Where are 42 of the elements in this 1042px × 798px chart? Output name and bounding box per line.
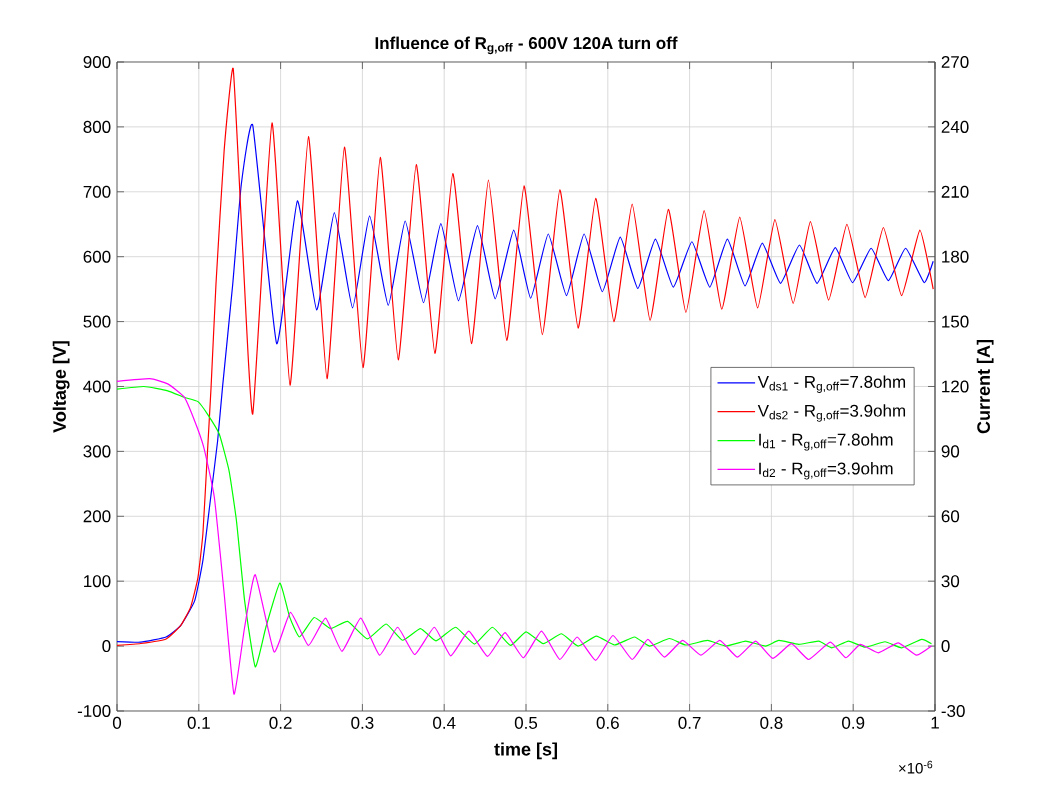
x-tick-label: 0.4 <box>433 716 456 729</box>
x-tick-label: 0.9 <box>842 716 865 729</box>
y-tick-label: 500 <box>83 315 111 328</box>
y2-tick-label: 150 <box>942 315 969 328</box>
y-tick-label: 400 <box>83 380 111 393</box>
y-tick-label: 700 <box>83 185 111 198</box>
y2-tick-label: 30 <box>941 575 960 588</box>
x-tick-label: 0.6 <box>596 716 619 729</box>
y2-tick-label: 270 <box>941 55 969 69</box>
y2-axis-title: Current [A] <box>976 340 994 434</box>
x-tick-label: 0.1 <box>187 716 210 729</box>
y-tick-label: 900 <box>83 55 111 69</box>
y-tick-label: -100 <box>77 704 111 718</box>
y2-tick-label: 60 <box>941 510 960 523</box>
y2-tick-label: 0 <box>941 640 950 653</box>
x-tick-label: 1 <box>931 716 939 729</box>
y2-tick-label: -30 <box>941 704 965 718</box>
x-tick-label: 0.8 <box>760 716 783 729</box>
legend-label: I$_{d1}$ - R$_{g,off}$=7.8ohm <box>759 433 893 451</box>
legend-label: V$_{ds1}$ - R$_{g,off}$=7.8ohm <box>757 375 906 393</box>
x-axis-title: time [s] <box>494 742 557 760</box>
y-tick-label: 300 <box>83 445 111 458</box>
x-tick-label: 0.7 <box>678 716 701 729</box>
y2-tick-label: 240 <box>941 120 969 133</box>
y-tick-label: 800 <box>83 120 111 133</box>
y2-tick-label: 210 <box>941 185 969 198</box>
y-axis-title: Voltage [V] <box>52 341 70 433</box>
y2-tick-label: 120 <box>942 380 969 393</box>
chart-title: Influence of R$_{g,off}$ - 600V 120A turn off <box>375 36 678 55</box>
text: ×10$^{-6}$ <box>898 760 933 774</box>
x-tick-label: 0.2 <box>269 716 292 729</box>
y-tick-label: 100 <box>84 575 111 588</box>
y2-tick-label: 180 <box>942 250 969 263</box>
legend-label: I$_{d2}$ - R$_{g,off}$=3.9ohm <box>759 462 893 480</box>
y-tick-label: 600 <box>83 250 111 263</box>
legend-label: V$_{ds2}$ - R$_{g,off}$=3.9ohm <box>757 404 906 422</box>
y-tick-label: 200 <box>83 510 111 523</box>
y2-tick-label: 90 <box>941 445 960 458</box>
x-tick-label: 0 <box>112 716 122 729</box>
y-tick-label: 0 <box>102 640 111 653</box>
x-tick-label: 0.3 <box>351 716 374 729</box>
x-tick-label: 0.5 <box>514 716 538 729</box>
